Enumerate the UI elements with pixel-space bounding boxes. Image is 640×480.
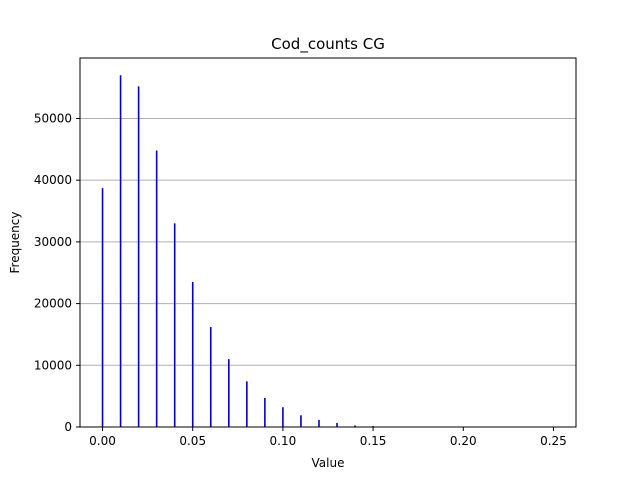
bar	[300, 415, 302, 427]
x-tick-label: 0.00	[89, 434, 116, 448]
x-axis-label: Value	[312, 456, 345, 470]
y-tick-label: 20000	[34, 297, 72, 311]
bar	[209, 327, 212, 427]
bar	[228, 359, 230, 427]
y-tick-label: 0	[64, 420, 72, 434]
bar	[191, 281, 194, 427]
x-axis-ticks: 0.00 0.05 0.10 0.15 0.20 0.25	[89, 427, 567, 448]
bar	[318, 419, 320, 427]
y-tick-label: 10000	[34, 358, 72, 372]
x-tick-label: 0.25	[540, 434, 567, 448]
x-tick-label: 0.15	[360, 434, 387, 448]
plot-frame	[79, 57, 577, 428]
y-axis-ticks: 0 10000 20000 30000 40000 50000	[34, 111, 80, 434]
bar	[336, 422, 338, 427]
bar	[264, 397, 266, 427]
bar	[119, 75, 122, 428]
x-tick-label: 0.20	[450, 434, 477, 448]
y-tick-label: 50000	[34, 111, 72, 125]
bar	[101, 188, 104, 427]
bar	[173, 223, 176, 427]
x-tick-label: 0.05	[179, 434, 206, 448]
bar	[282, 407, 284, 427]
bar	[246, 381, 248, 427]
bar	[137, 86, 140, 427]
bars	[101, 75, 392, 428]
x-tick-label: 0.10	[270, 434, 297, 448]
bar	[354, 425, 356, 427]
chart-title: Cod_counts CG	[271, 35, 385, 54]
bar	[155, 150, 158, 427]
y-axis-label: Frequency	[8, 212, 22, 274]
y-tick-label: 40000	[34, 173, 72, 187]
y-tick-label: 30000	[34, 235, 72, 249]
